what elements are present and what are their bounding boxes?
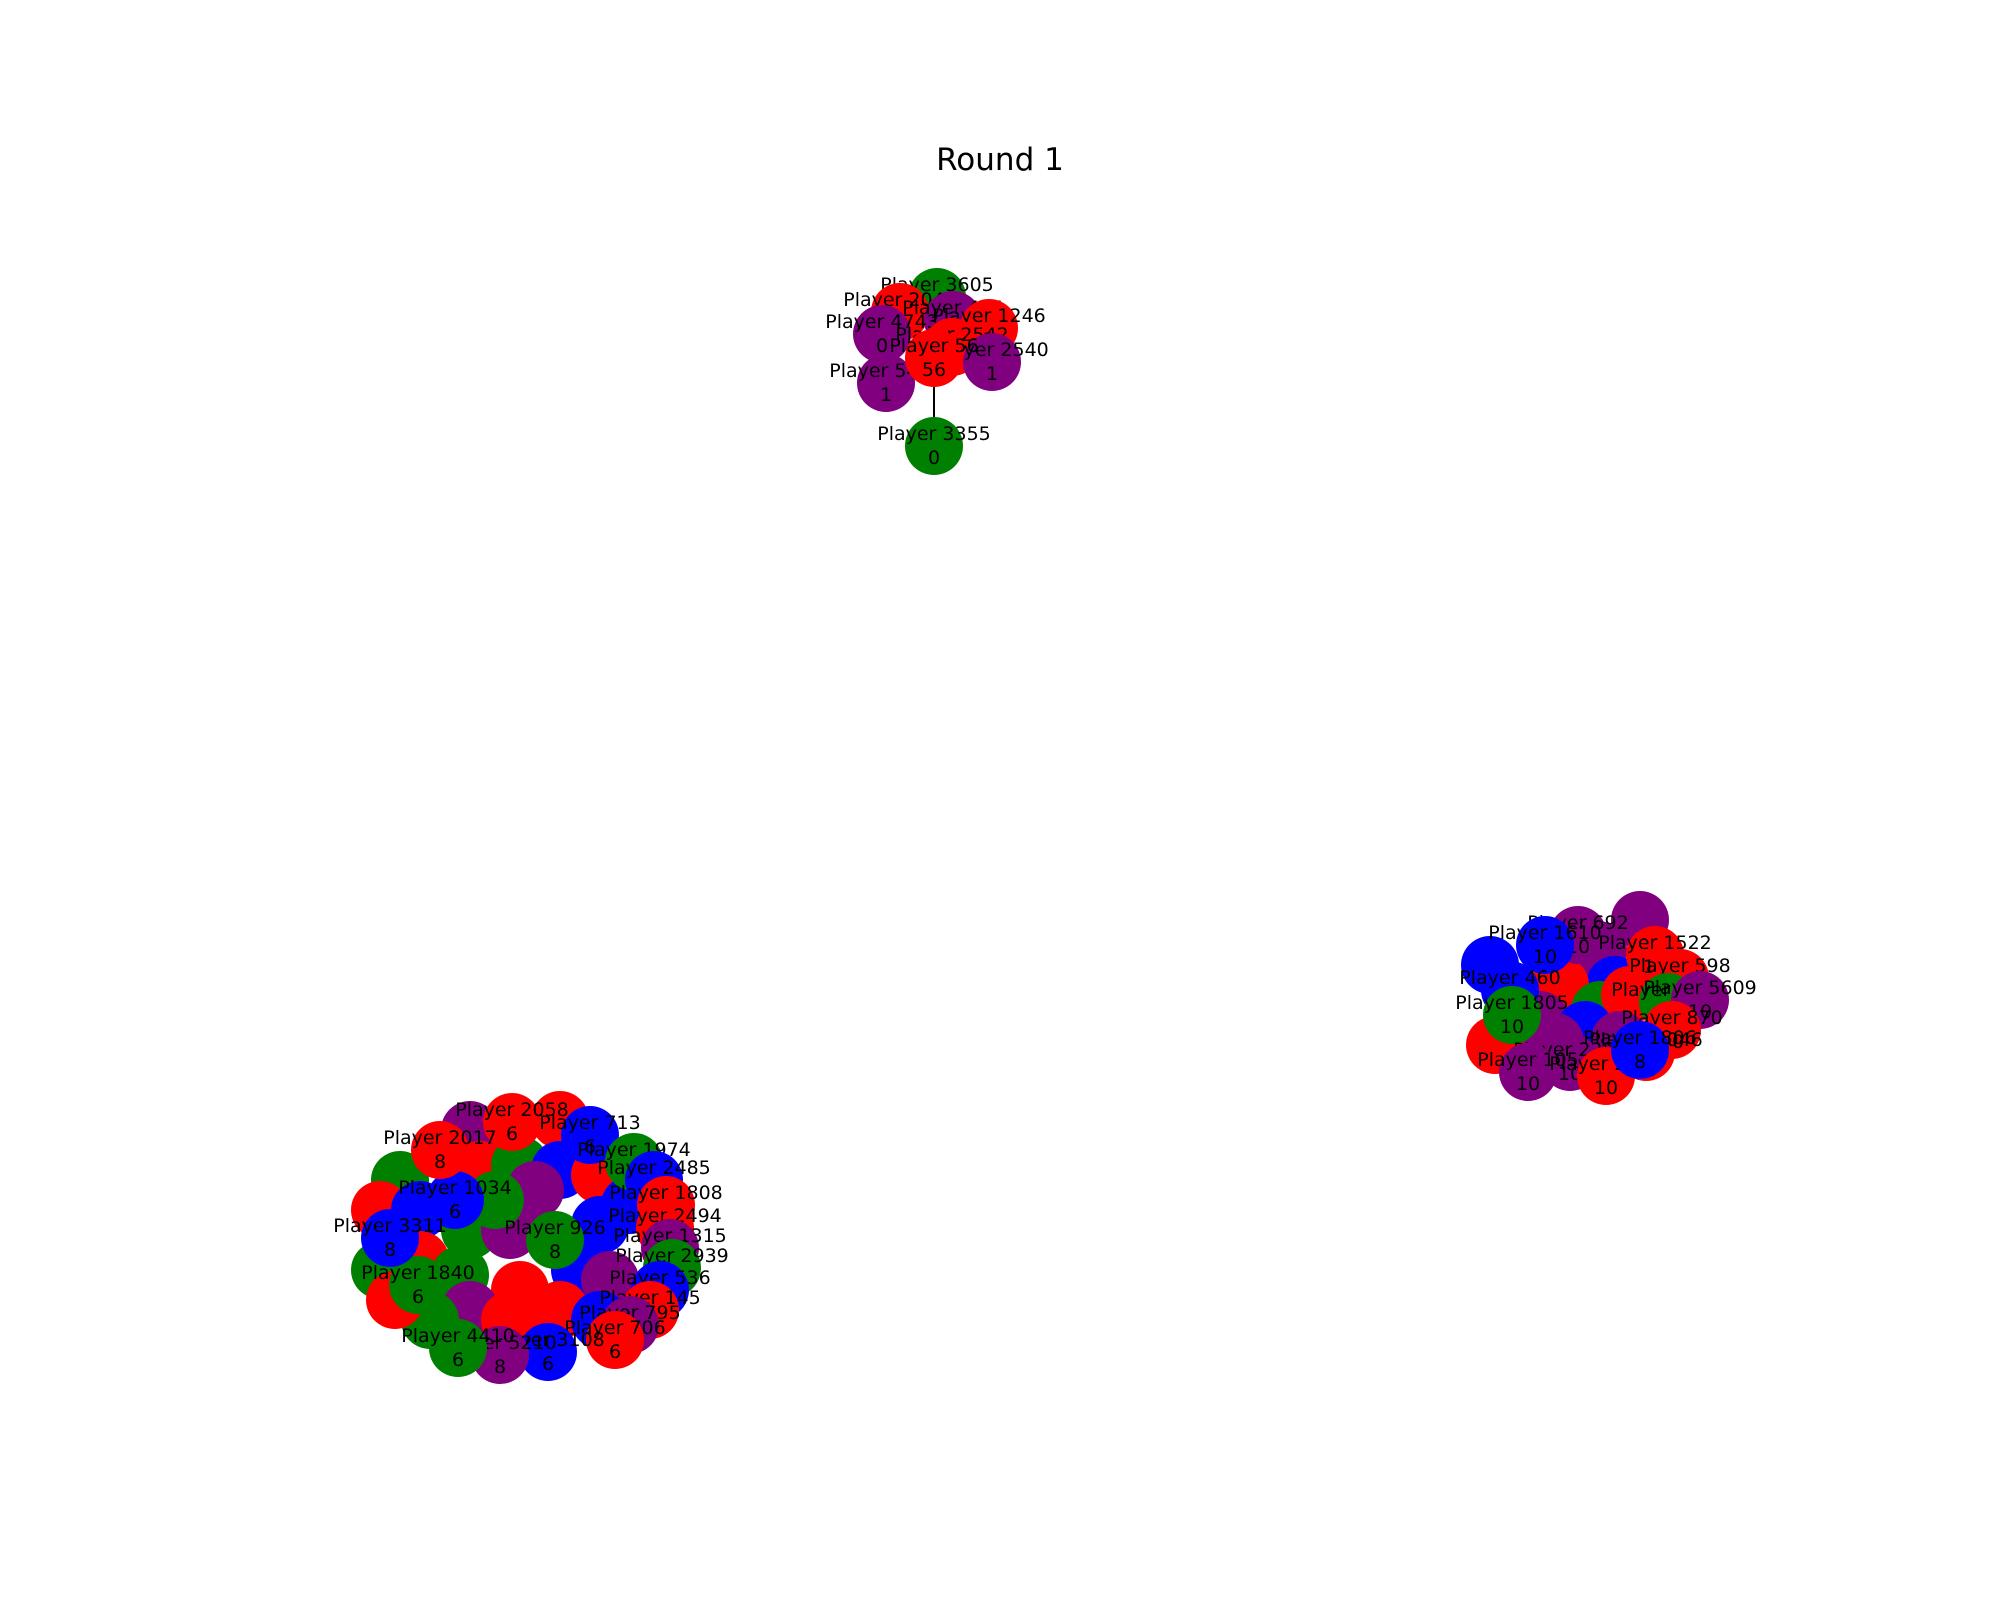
node-circle	[1516, 916, 1574, 974]
node-circle	[389, 1256, 447, 1314]
node-player-label: Player 4743	[825, 311, 939, 333]
node-value-label: 10	[1594, 1077, 1618, 1099]
node-value-label: 8	[1634, 1051, 1646, 1073]
nodes-layer: Player 36052Player 20442Player 4540Playe…	[333, 268, 1757, 1384]
node-player-label: Player 460	[1459, 967, 1560, 989]
node-player-label: Player 1840	[361, 1262, 475, 1284]
node-player-label: Player 706	[564, 1317, 665, 1339]
node-player-label: Player 4410	[401, 1325, 515, 1347]
node-circle	[519, 1323, 577, 1381]
node-circle	[426, 1171, 484, 1229]
node-circle	[857, 354, 915, 412]
node-circle	[586, 1311, 644, 1369]
node-circle	[361, 1209, 419, 1267]
node-circle	[483, 1093, 541, 1151]
node-player-label: Player 1522	[1598, 932, 1712, 954]
node-value-label: 6	[412, 1286, 424, 1308]
node-value-label: 6	[452, 1349, 464, 1371]
node-player-label: Player 56	[889, 335, 978, 357]
node-value-label: 1	[880, 384, 892, 406]
node-circle	[1483, 986, 1541, 1044]
node-circle	[1611, 1021, 1669, 1079]
node-player-label: Player 1806	[1583, 1027, 1697, 1049]
node-value-label: 10	[1500, 1016, 1524, 1038]
node-player-label: Player 1805	[1455, 992, 1569, 1014]
node-value-label: 56	[922, 359, 946, 381]
figure-title: Round 1	[936, 142, 1064, 178]
node-value-label: 6	[506, 1123, 518, 1145]
node-value-label: 1	[986, 363, 998, 385]
node-value-label: 6	[449, 1201, 461, 1223]
node-player-label: Player 713	[539, 1112, 640, 1134]
node-player-label: Player 5609	[1643, 977, 1757, 999]
node-value-label: 0	[876, 335, 888, 357]
node-player-label: Player 3311	[333, 1215, 447, 1237]
node-circle	[905, 417, 963, 475]
node-player-label: Player 1034	[398, 1177, 512, 1199]
node-player-label: Player 105	[1477, 1049, 1578, 1071]
node-value-label: 6	[542, 1353, 554, 1375]
node-circle	[526, 1211, 584, 1269]
node-value-label: 10	[1516, 1073, 1540, 1095]
node-value-label: 8	[434, 1151, 446, 1173]
node-player-label: Player 2939	[615, 1245, 729, 1267]
node-player-label: Player 926	[504, 1217, 605, 1239]
node-value-label: 8	[549, 1241, 561, 1263]
node-player-label: Player 2058	[455, 1099, 569, 1121]
node-circle	[1499, 1043, 1557, 1101]
node-value-label: 8	[384, 1239, 396, 1261]
node-player-label: Player 1808	[609, 1182, 723, 1204]
node-player-label: Player 3355	[877, 423, 991, 445]
node-value-label: 10	[1533, 946, 1557, 968]
node-circle	[963, 333, 1021, 391]
node-disc	[466, 1171, 524, 1229]
node-player-label: Player 598	[1629, 955, 1730, 977]
node-value-label: 0	[928, 447, 940, 469]
node-player-label: Player 536	[609, 1267, 710, 1289]
node-circle	[411, 1121, 469, 1179]
node-value-label: 8	[494, 1356, 506, 1378]
node-circle	[561, 1106, 619, 1164]
node-player-label: Player 2017	[383, 1127, 497, 1149]
node-player-label: Player 1610	[1488, 922, 1602, 944]
node-value-label: 6	[609, 1341, 621, 1363]
node-player-label: Player 2485	[597, 1157, 711, 1179]
node-value-label: 6	[584, 1136, 596, 1158]
node-player-label: Player 2540	[935, 339, 1049, 361]
node-circle	[853, 305, 911, 363]
node-circle	[429, 1319, 487, 1377]
node-player-label: Player 1315	[613, 1225, 727, 1247]
node-player-label: Player 2494	[608, 1205, 722, 1227]
node-circle	[905, 329, 963, 387]
node-value-label: 10	[1558, 1063, 1582, 1085]
